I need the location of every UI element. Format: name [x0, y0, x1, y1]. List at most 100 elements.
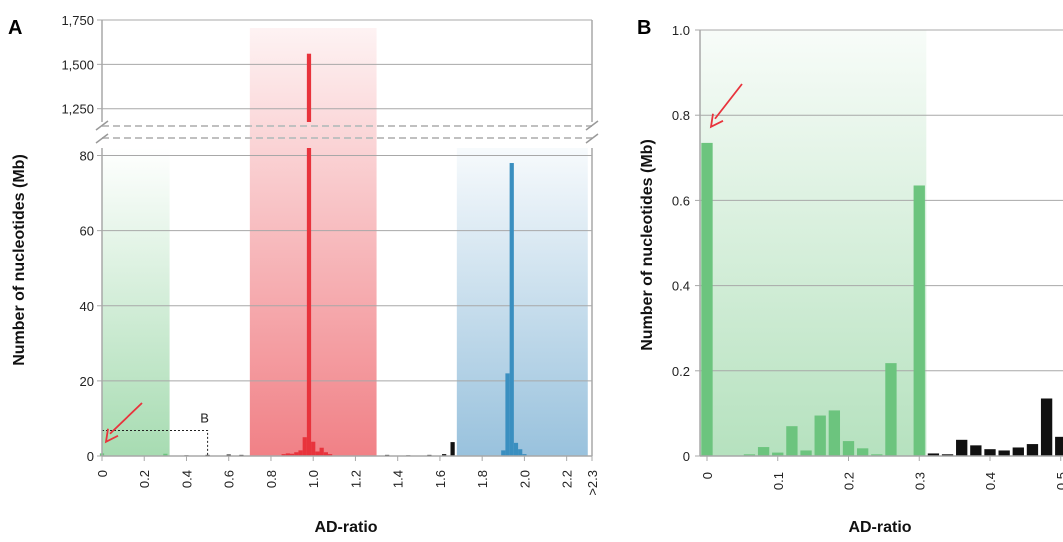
bar: [800, 450, 812, 456]
x-tick-label: 0.3: [912, 472, 927, 490]
bar: [970, 445, 982, 456]
shaded-region: [249, 28, 377, 456]
bar: [757, 447, 770, 456]
break-slash: [585, 120, 599, 131]
x-tick-label: 1.6: [433, 470, 448, 488]
bar: [842, 441, 855, 456]
bar: [941, 454, 954, 456]
x-tick-label: 1.8: [475, 470, 490, 488]
x-tick-labels: 0 0.1 0.2 0.3 0.4 0.5: [700, 472, 1063, 490]
y-axis-title: Number of nucleotides (Mb): [639, 139, 656, 351]
x-tick-label: 0.4: [179, 470, 194, 488]
y-tick-label: 0: [683, 449, 690, 464]
bar: [856, 448, 869, 456]
bar: [327, 454, 333, 456]
bar: [226, 454, 231, 456]
axis-break: [95, 120, 599, 144]
inset-box-outline: [102, 429, 209, 456]
bar: [984, 449, 996, 456]
bar: [315, 451, 320, 456]
bar: [701, 142, 713, 456]
x-tick-label: 0: [95, 470, 110, 477]
break-slash: [95, 120, 109, 131]
x-tick-label: 0.2: [137, 470, 152, 488]
bars: [701, 142, 1063, 457]
bar: [885, 363, 897, 456]
y-tick-label: 0.8: [672, 108, 690, 123]
y-tick-label: 1,250: [61, 102, 94, 117]
inset-box-label: B: [200, 410, 209, 425]
bar: [1026, 444, 1039, 456]
bar: [163, 453, 168, 456]
bar: [1040, 398, 1053, 456]
bar: [319, 447, 324, 456]
bar: [311, 441, 316, 456]
arrow-shaft: [714, 83, 743, 120]
shaded-region: [456, 148, 588, 456]
bar: [442, 454, 447, 456]
bar: [306, 148, 312, 456]
x-tick-label: 0.4: [983, 472, 998, 490]
x-tick-label: 0.6: [222, 470, 237, 488]
bar: [927, 453, 940, 456]
bar: [772, 452, 784, 456]
y-tick-label: 1,750: [61, 13, 94, 28]
y-tick-label: 0.4: [672, 279, 690, 294]
bars: [99, 53, 527, 457]
y-axis-title: Number of nucleotides (Mb): [11, 154, 28, 366]
x-axis-title: AD-ratio: [314, 519, 377, 536]
x-axis-title: AD-ratio: [848, 519, 911, 536]
arrow-shaft: [109, 402, 143, 435]
x-tick-label: 1.0: [306, 470, 321, 488]
panel-letter-b: B: [637, 17, 651, 39]
shaded-region: [102, 148, 170, 456]
y-tick-label: 1.0: [672, 23, 690, 38]
bar: [1055, 436, 1063, 456]
y-tick-label: 0.6: [672, 193, 690, 208]
y-tick-label: 60: [80, 224, 94, 239]
arrow-annotation: [104, 402, 143, 444]
arrow-annotation: [709, 83, 743, 129]
bar-upper: [306, 53, 312, 123]
x-tick-label: 0: [700, 472, 715, 479]
x-tick-labels: 0 0.2 0.4 0.6 0.8 1.0 1.2 1.4 1.6 1.8 2.0 2.2 >2.3: [95, 470, 600, 496]
shaded-regions: [102, 28, 588, 456]
x-tick-label: 0.8: [264, 470, 279, 488]
y-tick-labels: 0 20 40 60 80 1,250 1,500 1,750: [61, 13, 94, 464]
bar: [998, 450, 1010, 456]
bar: [814, 415, 826, 456]
x-tick-label: 1.4: [391, 470, 406, 488]
break-slash: [585, 133, 599, 144]
panel-b: B 0 0.2 0.4 0.6 0.8 1.0 0 0.1 0.2 0.3 0.4 0.5 AD-r…: [637, 17, 1063, 536]
y-tick-labels: 0 0.2 0.4 0.6 0.8 1.0: [672, 23, 690, 464]
bar: [298, 450, 303, 456]
bar: [450, 442, 455, 456]
bar: [871, 454, 883, 456]
bar: [743, 454, 756, 456]
bar: [513, 442, 519, 456]
plot-frame: [695, 29, 1063, 461]
bar: [786, 426, 798, 456]
break-slash: [95, 133, 109, 144]
y-tick-label: 0.2: [672, 364, 690, 379]
inset-box: B: [102, 410, 209, 456]
bar: [302, 437, 307, 456]
bar: [505, 373, 510, 456]
x-tick-label: 0.2: [842, 472, 857, 490]
bar: [913, 185, 925, 457]
bar: [501, 450, 506, 456]
bar: [1012, 447, 1024, 456]
bar: [956, 439, 968, 456]
x-tick-label: 0.1: [771, 472, 786, 490]
arrow-head: [104, 428, 119, 444]
x-tick-label: 0.5: [1054, 472, 1063, 490]
bar: [509, 163, 514, 456]
bar: [285, 453, 290, 456]
x-tick-label: 1.2: [348, 470, 363, 488]
arrow-head: [709, 113, 724, 129]
bar: [289, 453, 295, 456]
panel-letter-a: A: [8, 17, 22, 39]
bar: [323, 452, 328, 456]
x-tick-label: >2.3: [585, 470, 600, 496]
